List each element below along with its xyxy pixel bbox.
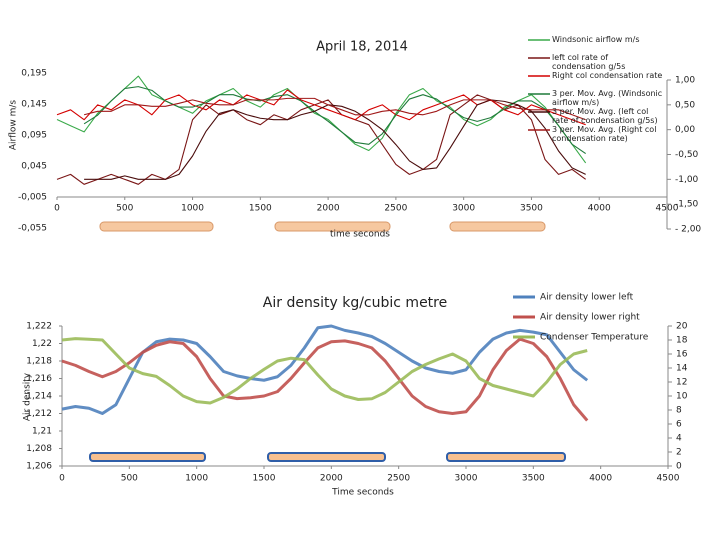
x-tick-label: 2500 [387,474,410,484]
period-bar [267,452,386,462]
y-tick-label: 1,222 [26,322,52,332]
y-tick-label: 0,045 [21,162,47,172]
x-tick-label: 3000 [455,474,478,484]
x-tick-label: 2000 [320,474,343,484]
series-line [61,337,588,405]
x-tick-label: 1500 [253,474,276,484]
series-line [56,89,586,126]
x-tick-label: 2500 [384,204,407,214]
x-tick-label: 1500 [249,204,272,214]
x-tick-label: 3000 [452,204,475,214]
y-tick-label: 1,22 [32,339,52,349]
x-tick-label: 4500 [656,204,679,214]
legend-label: Air density lower right [540,313,640,323]
y2-tick-label: 12 [676,378,687,388]
x-tick-label: 500 [121,474,138,484]
y2-tick-label: 4 [676,434,682,444]
y2-tick-label: 10 [676,392,688,402]
y2-tick-label: - 2,00 [675,225,701,235]
period-bar [449,221,546,232]
legend-label: left col rate of condensation g/5s [552,53,626,71]
y-tick-label: -0,055 [18,224,47,234]
y2-tick-label: 14 [676,364,688,374]
y-tick-label: 1,212 [26,409,52,419]
y2-tick-label: -1,00 [675,175,699,185]
x-tick-label: 1000 [181,204,204,214]
y2-tick-label: 0 [676,462,682,472]
y-tick-label: 0,145 [21,100,47,110]
x-tick-label: 1000 [185,474,208,484]
y-axis-label: Air density [23,372,33,421]
legend-label: Condenser Temperature [540,333,649,343]
y-tick-label: 1,208 [26,444,52,454]
x-tick-label: 4000 [588,204,611,214]
chart-title: Air density kg/cubic metre [263,295,447,311]
bottom-period-bars [89,452,566,462]
x-tick-label: 0 [54,204,60,214]
y2-tick-label: 0,00 [675,125,695,135]
period-bar [99,221,214,232]
y-tick-label: 1,218 [26,357,52,367]
period-bar [89,452,206,462]
y-tick-label: -0,005 [18,193,47,203]
y-axis-label: Airflow m/s [9,100,19,151]
x-axis-label: time seconds [330,230,390,240]
y-tick-label: 0,095 [21,131,47,141]
x-tick-label: 3500 [520,204,543,214]
y2-tick-label: -0,50 [675,150,699,160]
legend-label: 3 per. Mov. Avg. (left col rate of conde… [552,107,658,125]
y2-tick-label: -1,50 [675,200,699,210]
series-line [83,97,586,121]
period-bar [446,452,566,462]
top-period-bars [99,221,546,232]
x-tick-label: 4000 [589,474,612,484]
x-tick-label: 4500 [657,474,680,484]
legend-label: 3 per. Mov. Avg. (Right col condensation… [552,125,657,143]
x-tick-label: 2000 [317,204,340,214]
legend-entry: 3 per. Mov. Avg. (left col rate of conde… [552,107,658,125]
y2-tick-label: 18 [676,336,688,346]
legend-label: Windsonic airflow m/s [552,35,640,44]
y-tick-label: 1,216 [26,374,52,384]
legend-label: Right col condensation rate [552,71,663,80]
y2-tick-label: 0,50 [675,100,695,110]
series-line [61,337,589,422]
legend-entry: 3 per. Mov. Avg. (Windsonic airflow m/s) [552,89,663,107]
x-tick-label: 3500 [522,474,545,484]
y-tick-label: 1,214 [26,392,52,402]
y-tick-label: 0,195 [21,69,47,79]
legend-entry: 3 per. Mov. Avg. (Right col condensation… [552,125,657,143]
legend-entry: Right col condensation rate [552,71,663,80]
series-line [83,86,586,155]
x-axis-label: Time seconds [331,488,394,498]
period-bar [274,221,391,232]
y-tick-label: 1,21 [32,427,52,437]
y2-tick-label: 1,00 [675,76,695,86]
y2-tick-label: 8 [676,406,682,416]
legend-label: 3 per. Mov. Avg. (Windsonic airflow m/s) [552,89,663,107]
x-tick-label: 0 [59,474,65,484]
y2-tick-label: 2 [676,448,682,458]
y-tick-label: 1,206 [26,462,52,472]
y2-tick-label: 6 [676,420,682,430]
y2-tick-label: 20 [676,322,688,332]
chart-title: April 18, 2014 [316,40,408,55]
series-line [61,324,589,415]
x-tick-label: 500 [116,204,133,214]
y2-tick-label: 16 [676,350,688,360]
legend-entry: Windsonic airflow m/s [552,35,640,44]
legend-label: Air density lower left [540,293,634,303]
series-line [84,99,586,180]
legend-entry: left col rate of condensation g/5s [552,53,626,71]
